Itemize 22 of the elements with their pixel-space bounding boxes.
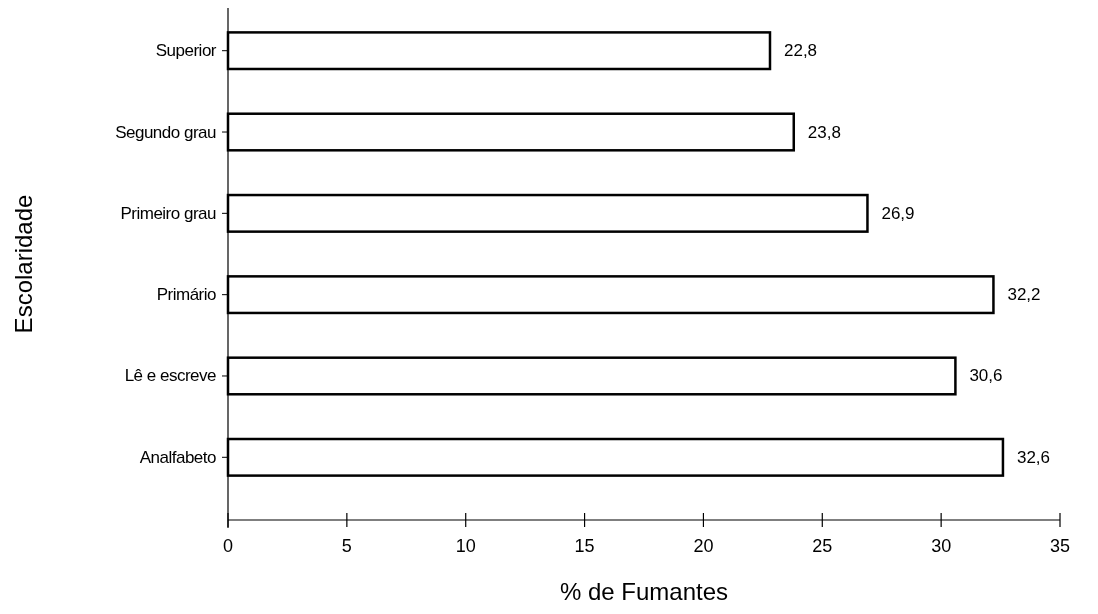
x-tick-label: 15 bbox=[574, 536, 595, 556]
data-label: 22,8 bbox=[783, 41, 818, 61]
x-tick-label: 5 bbox=[341, 536, 352, 556]
data-label: 30,6 bbox=[969, 366, 1003, 386]
y-tick-label: Lê e escreve bbox=[124, 366, 217, 386]
x-tick-label: 0 bbox=[222, 536, 234, 556]
x-tick-label: 25 bbox=[812, 536, 833, 556]
data-label: 23,8 bbox=[807, 122, 841, 142]
data-label: 26,9 bbox=[881, 203, 915, 223]
data-label: 32,6 bbox=[1016, 447, 1051, 467]
x-tick-label: 30 bbox=[931, 536, 952, 556]
x-axis-title: % de Fumantes bbox=[559, 578, 729, 605]
y-tick-label: Segundo grau bbox=[115, 122, 217, 142]
x-tick-label: 35 bbox=[1049, 536, 1071, 556]
y-tick-label: Primeiro grau bbox=[120, 203, 217, 223]
x-tick-label: 10 bbox=[455, 536, 476, 556]
y-axis-title: Escolaridade bbox=[10, 194, 37, 334]
data-label: 32,2 bbox=[1007, 285, 1041, 305]
y-tick-label: Superior bbox=[155, 41, 217, 61]
y-tick-label: Analfabeto bbox=[139, 447, 217, 467]
x-tick-label: 20 bbox=[693, 536, 714, 556]
y-tick-label: Primário bbox=[156, 285, 217, 305]
